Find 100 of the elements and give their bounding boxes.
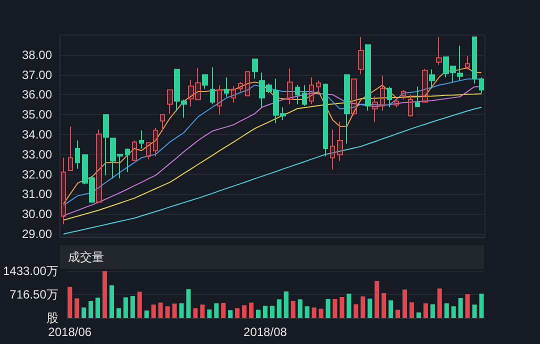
- candlestick: [75, 140, 80, 170]
- bar: [158, 302, 163, 318]
- candlestick: [160, 114, 165, 132]
- candlestick: [316, 80, 321, 96]
- bar: [116, 308, 121, 318]
- y-tick-label: 29.00: [22, 227, 52, 242]
- bar: [340, 297, 344, 318]
- candlestick: [302, 84, 307, 106]
- bar: [130, 296, 135, 318]
- bar: [430, 304, 435, 318]
- bar: [423, 303, 428, 318]
- bar: [346, 294, 352, 318]
- bar: [214, 303, 219, 318]
- bar: [298, 299, 302, 318]
- candlestick: [153, 127, 158, 157]
- candlestick: [202, 74, 208, 90]
- y-tick-label: 37.00: [22, 68, 52, 82]
- y-tick-label: 716.50万: [10, 288, 58, 302]
- bar: [179, 303, 184, 318]
- candlestick: [429, 68, 435, 89]
- candlestick: [231, 86, 236, 104]
- bar: [402, 289, 408, 318]
- bar: [151, 304, 156, 318]
- candlestick: [408, 94, 413, 118]
- candlestick: [167, 88, 173, 114]
- bar: [416, 312, 421, 318]
- bar: [458, 298, 463, 318]
- candlestick: [146, 142, 151, 160]
- y-tick-label: 34.00: [22, 128, 52, 142]
- candlestick: [224, 76, 229, 98]
- candlestick: [103, 114, 109, 176]
- bar: [472, 304, 477, 318]
- y-tick-label: 30.00: [22, 207, 52, 222]
- y-tick-label: 38.00: [22, 48, 52, 62]
- chart-title: 成交量: [68, 250, 104, 264]
- bar: [144, 310, 149, 318]
- bar: [374, 280, 380, 318]
- candlestick: [245, 71, 250, 96]
- bar: [276, 299, 282, 318]
- candlestick: [252, 58, 258, 80]
- candlestick: [238, 82, 243, 92]
- bar: [479, 294, 484, 318]
- bar: [96, 298, 100, 318]
- candlestick: [330, 129, 335, 170]
- bar: [165, 306, 170, 318]
- bar: [82, 308, 86, 318]
- candlestick: [139, 130, 144, 149]
- candlestick: [351, 78, 357, 116]
- bar: [326, 298, 330, 318]
- bar: [304, 306, 310, 318]
- y-tick-label: 33.00: [22, 147, 52, 162]
- candlestick: [195, 67, 201, 100]
- candlestick: [415, 86, 420, 108]
- candlestick: [68, 126, 73, 172]
- bar: [88, 300, 94, 318]
- bar: [290, 300, 296, 318]
- bar: [193, 308, 198, 318]
- candlestick: [387, 86, 392, 108]
- bar: [109, 285, 114, 318]
- line-series: [63, 106, 482, 235]
- bar: [200, 304, 205, 318]
- candlestick: [436, 36, 442, 66]
- bar: [437, 288, 442, 318]
- bar: [221, 302, 226, 318]
- bar: [360, 296, 366, 318]
- candlestick: [210, 66, 215, 105]
- candlestick: [365, 44, 371, 112]
- bar: [318, 308, 324, 318]
- bar: [68, 286, 72, 318]
- bar: [388, 300, 394, 318]
- candlestick: [472, 36, 477, 84]
- y-tick-label: 32.00: [22, 167, 52, 182]
- candlestick: [323, 83, 328, 157]
- bar: [102, 271, 108, 318]
- bar: [262, 306, 268, 318]
- bar: [465, 294, 470, 318]
- candlestick: [372, 96, 378, 123]
- bar: [186, 289, 191, 318]
- y-tick-label: 31.00: [22, 187, 52, 202]
- bar: [284, 291, 288, 318]
- bar: [382, 293, 386, 318]
- candlestick: [188, 79, 194, 108]
- bar: [235, 308, 240, 318]
- bar: [228, 310, 233, 318]
- bar: [242, 305, 247, 318]
- y-tick-label: 35.00: [22, 108, 52, 122]
- bar: [451, 306, 456, 318]
- candlestick: [358, 36, 364, 75]
- candlestick: [96, 129, 102, 203]
- bar: [409, 302, 414, 318]
- bar: [256, 310, 261, 318]
- candlestick: [132, 140, 137, 161]
- bar: [332, 298, 338, 318]
- y-tick-label: 1433.00万: [2, 264, 58, 278]
- bar: [123, 297, 128, 318]
- candlestick: [61, 157, 66, 225]
- candlestick: [401, 89, 406, 100]
- bar: [74, 298, 80, 318]
- bar: [137, 292, 142, 318]
- candlestick: [344, 74, 350, 144]
